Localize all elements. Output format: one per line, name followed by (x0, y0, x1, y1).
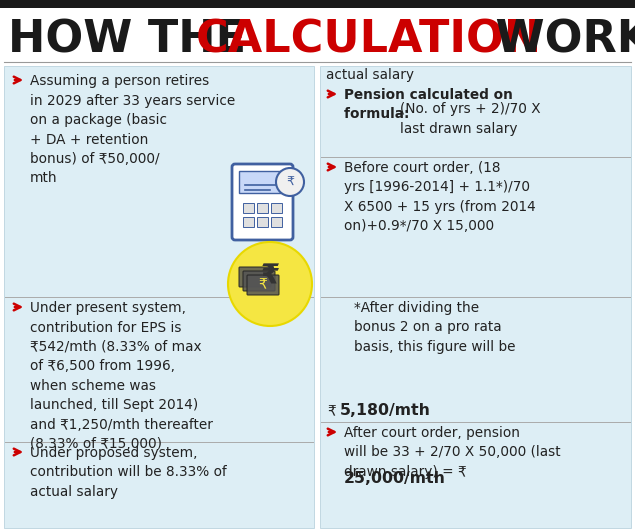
FancyBboxPatch shape (239, 267, 271, 287)
FancyBboxPatch shape (0, 0, 635, 8)
FancyBboxPatch shape (320, 66, 631, 528)
Text: Assuming a person retires
in 2029 after 33 years service
on a package (basic
+ D: Assuming a person retires in 2029 after … (30, 74, 235, 186)
Text: (No. of yrs + 2)/70 X
last drawn salary: (No. of yrs + 2)/70 X last drawn salary (400, 102, 540, 136)
Text: 5,180/mth: 5,180/mth (340, 403, 431, 418)
Text: HOW THE: HOW THE (8, 19, 262, 62)
Text: CALCULATION: CALCULATION (196, 19, 542, 62)
FancyBboxPatch shape (247, 275, 279, 295)
Text: ₹: ₹ (260, 263, 279, 291)
FancyBboxPatch shape (239, 171, 286, 193)
FancyBboxPatch shape (257, 203, 267, 212)
Text: WORKS: WORKS (480, 19, 635, 62)
FancyBboxPatch shape (232, 164, 293, 240)
FancyBboxPatch shape (4, 66, 314, 528)
Text: Under proposed system,
contribution will be 8.33% of
actual salary: Under proposed system, contribution will… (30, 446, 227, 499)
Text: ₹: ₹ (286, 176, 294, 188)
Text: ₹: ₹ (328, 404, 341, 418)
Text: Before court order, (18
yrs [1996-2014] + 1.1*)/70
X 6500 + 15 yrs (from 2014
on: Before court order, (18 yrs [1996-2014] … (344, 161, 536, 234)
FancyBboxPatch shape (271, 217, 281, 227)
FancyBboxPatch shape (243, 217, 253, 227)
Circle shape (276, 168, 304, 196)
Text: After court order, pension
will be 33 + 2/70 X 50,000 (last
drawn salary) = ₹: After court order, pension will be 33 + … (344, 426, 561, 479)
Text: Pension calculated on
formula:: Pension calculated on formula: (344, 88, 513, 121)
Text: 25,000/mth: 25,000/mth (344, 471, 446, 486)
FancyBboxPatch shape (257, 217, 267, 227)
Circle shape (228, 242, 312, 326)
Text: Under present system,
contribution for EPS is
₹542/mth (8.33% of max
of ₹6,500 f: Under present system, contribution for E… (30, 301, 213, 452)
FancyBboxPatch shape (243, 271, 275, 291)
Text: *After dividing the
bonus 2 on a pro rata
basis, this figure will be: *After dividing the bonus 2 on a pro rat… (354, 301, 516, 354)
Text: ₹: ₹ (258, 277, 267, 291)
Text: actual salary: actual salary (326, 68, 414, 82)
FancyBboxPatch shape (243, 203, 253, 212)
FancyBboxPatch shape (271, 203, 281, 212)
